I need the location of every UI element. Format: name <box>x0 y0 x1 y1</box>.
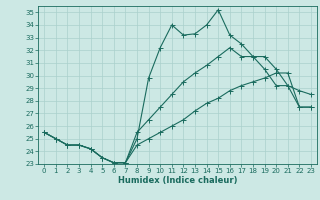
X-axis label: Humidex (Indice chaleur): Humidex (Indice chaleur) <box>118 176 237 185</box>
